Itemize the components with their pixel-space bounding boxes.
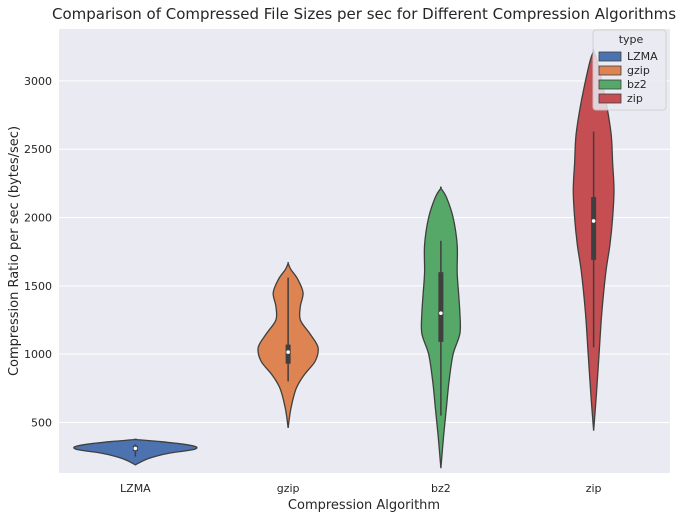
x-tick-label: gzip [277,482,300,495]
x-axis-title: Compression Algorithm [288,498,440,513]
median-point-zip [591,219,596,223]
legend-label-bz2: bz2 [627,78,647,91]
legend-label-lzma: LZMA [627,50,658,63]
x-tick-labels: LZMA gzip bz2 zip [120,482,602,495]
legend-swatch-bz2 [598,79,622,90]
x-tick-label: zip [586,482,602,495]
violins [73,49,615,469]
y-tick-label: 2500 [24,143,52,156]
x-tick-label: LZMA [120,482,151,495]
legend-swatch-lzma [598,51,622,62]
y-tick-labels: 500 1000 1500 2000 2500 3000 [24,75,52,430]
iqr-box-gzip [285,344,291,364]
iqr-box-bz2 [438,272,444,342]
legend-label-zip: zip [627,92,643,105]
y-tick-label: 500 [31,416,52,429]
y-tick-label: 1000 [24,348,52,361]
chart-title: Comparison of Compressed File Sizes per … [52,5,676,23]
y-axis-title: Compression Ratio per sec (bytes/sec) [7,126,22,376]
legend-title: type [619,33,644,46]
x-tick-label: bz2 [431,482,451,495]
plot-background [59,29,670,473]
y-tick-label: 3000 [24,75,52,88]
grid-lines [59,80,670,423]
median-point-gzip [286,350,290,354]
legend-label-gzip: gzip [627,64,650,77]
median-point-lzma [133,446,138,451]
y-tick-label: 2000 [24,212,52,225]
y-tick-label: 1500 [24,280,52,293]
legend-swatch-zip [598,93,622,104]
median-point-bz2 [439,311,443,315]
legend-swatch-gzip [598,65,622,76]
iqr-box-zip [591,197,597,260]
legend-frame [592,29,667,111]
